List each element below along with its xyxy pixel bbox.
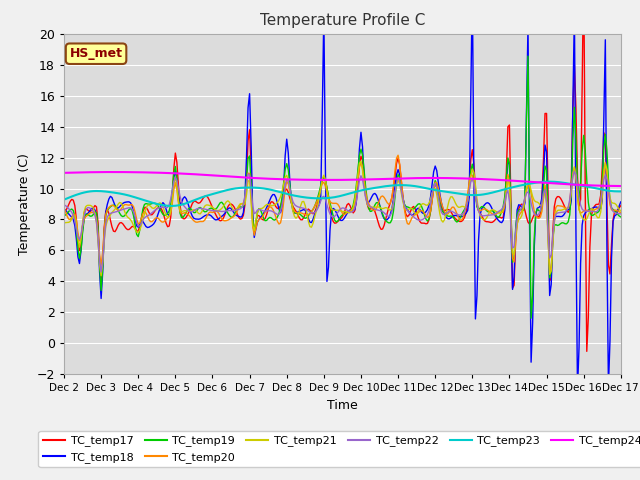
TC_temp23 [410,183,417,189]
TC_temp18 [396,172,403,178]
Line: TC_temp19: TC_temp19 [64,56,621,318]
TC_temp19 [527,315,535,321]
TC_temp23 [552,179,559,185]
TC_temp23 [168,203,176,209]
TC_temp23 [617,189,625,194]
TC_temp17 [617,203,625,209]
TC_temp23 [164,203,172,209]
TC_temp20 [377,194,385,200]
Line: TC_temp23: TC_temp23 [64,181,621,206]
TC_temp18 [617,199,625,205]
TC_temp18 [408,212,416,218]
Y-axis label: Temperature (C): Temperature (C) [18,153,31,255]
TC_temp22 [397,186,405,192]
TC_temp22 [165,202,173,208]
X-axis label: Time: Time [327,399,358,412]
TC_temp20 [546,268,554,274]
TC_temp17 [60,209,68,215]
TC_temp21 [357,158,365,164]
TC_temp24 [617,183,625,189]
Line: TC_temp18: TC_temp18 [64,0,621,390]
TC_temp23 [379,184,387,190]
TC_temp24 [550,180,558,186]
TC_temp20 [617,210,625,216]
Line: TC_temp21: TC_temp21 [64,161,621,276]
TC_temp17 [396,162,403,168]
TC_temp17 [549,230,557,236]
TC_temp22 [410,214,417,220]
TC_temp24 [379,176,387,182]
TC_temp19 [524,53,532,59]
TC_temp21 [617,208,625,214]
TC_temp23 [60,197,68,203]
TC_temp19 [408,206,416,212]
TC_temp22 [60,202,68,208]
TC_temp21 [552,210,559,216]
TC_temp18 [550,216,558,222]
TC_temp20 [397,176,405,182]
TC_temp22 [379,209,387,215]
TC_temp18 [164,211,172,217]
Line: TC_temp20: TC_temp20 [64,155,621,271]
TC_temp19 [164,211,172,216]
TC_temp22 [571,168,579,174]
TC_temp23 [546,179,554,184]
TC_temp18 [377,207,385,213]
TC_temp17 [164,224,172,229]
Line: TC_temp24: TC_temp24 [64,172,621,186]
Text: HS_met: HS_met [70,47,123,60]
TC_temp24 [109,169,117,175]
TC_temp22 [97,269,105,275]
TC_temp17 [377,227,385,232]
TC_temp20 [410,213,417,218]
TC_temp18 [76,261,83,266]
TC_temp19 [76,255,83,261]
TC_temp21 [97,273,105,279]
TC_temp24 [76,169,83,175]
TC_temp22 [617,211,625,217]
TC_temp21 [380,205,388,211]
TC_temp24 [165,170,173,176]
TC_temp21 [60,220,68,226]
TC_temp20 [394,152,402,158]
TC_temp17 [408,205,416,211]
Line: TC_temp17: TC_temp17 [64,0,621,351]
TC_temp22 [76,237,83,242]
TC_temp24 [397,176,405,181]
TC_temp24 [60,170,68,176]
TC_temp24 [410,175,417,181]
TC_temp23 [397,182,405,188]
TC_temp19 [396,174,403,180]
TC_temp20 [552,204,559,210]
TC_temp21 [399,198,406,204]
Legend: TC_temp17, TC_temp18, TC_temp19, TC_temp20, TC_temp21, TC_temp22, TC_temp23, TC_: TC_temp17, TC_temp18, TC_temp19, TC_temp… [38,431,640,468]
TC_temp19 [552,222,559,228]
TC_temp20 [164,215,172,221]
TC_temp21 [165,214,173,219]
TC_temp19 [60,213,68,218]
TC_temp17 [76,248,83,253]
TC_temp19 [377,206,385,212]
Title: Temperature Profile C: Temperature Profile C [260,13,425,28]
TC_temp23 [76,191,83,197]
TC_temp18 [573,387,581,393]
TC_temp21 [76,244,83,250]
TC_temp17 [583,348,591,354]
TC_temp20 [76,238,83,244]
TC_temp21 [412,210,419,216]
TC_temp18 [60,206,68,212]
TC_temp22 [550,217,558,223]
TC_temp20 [60,205,68,211]
Line: TC_temp22: TC_temp22 [64,171,621,272]
TC_temp19 [617,214,625,220]
